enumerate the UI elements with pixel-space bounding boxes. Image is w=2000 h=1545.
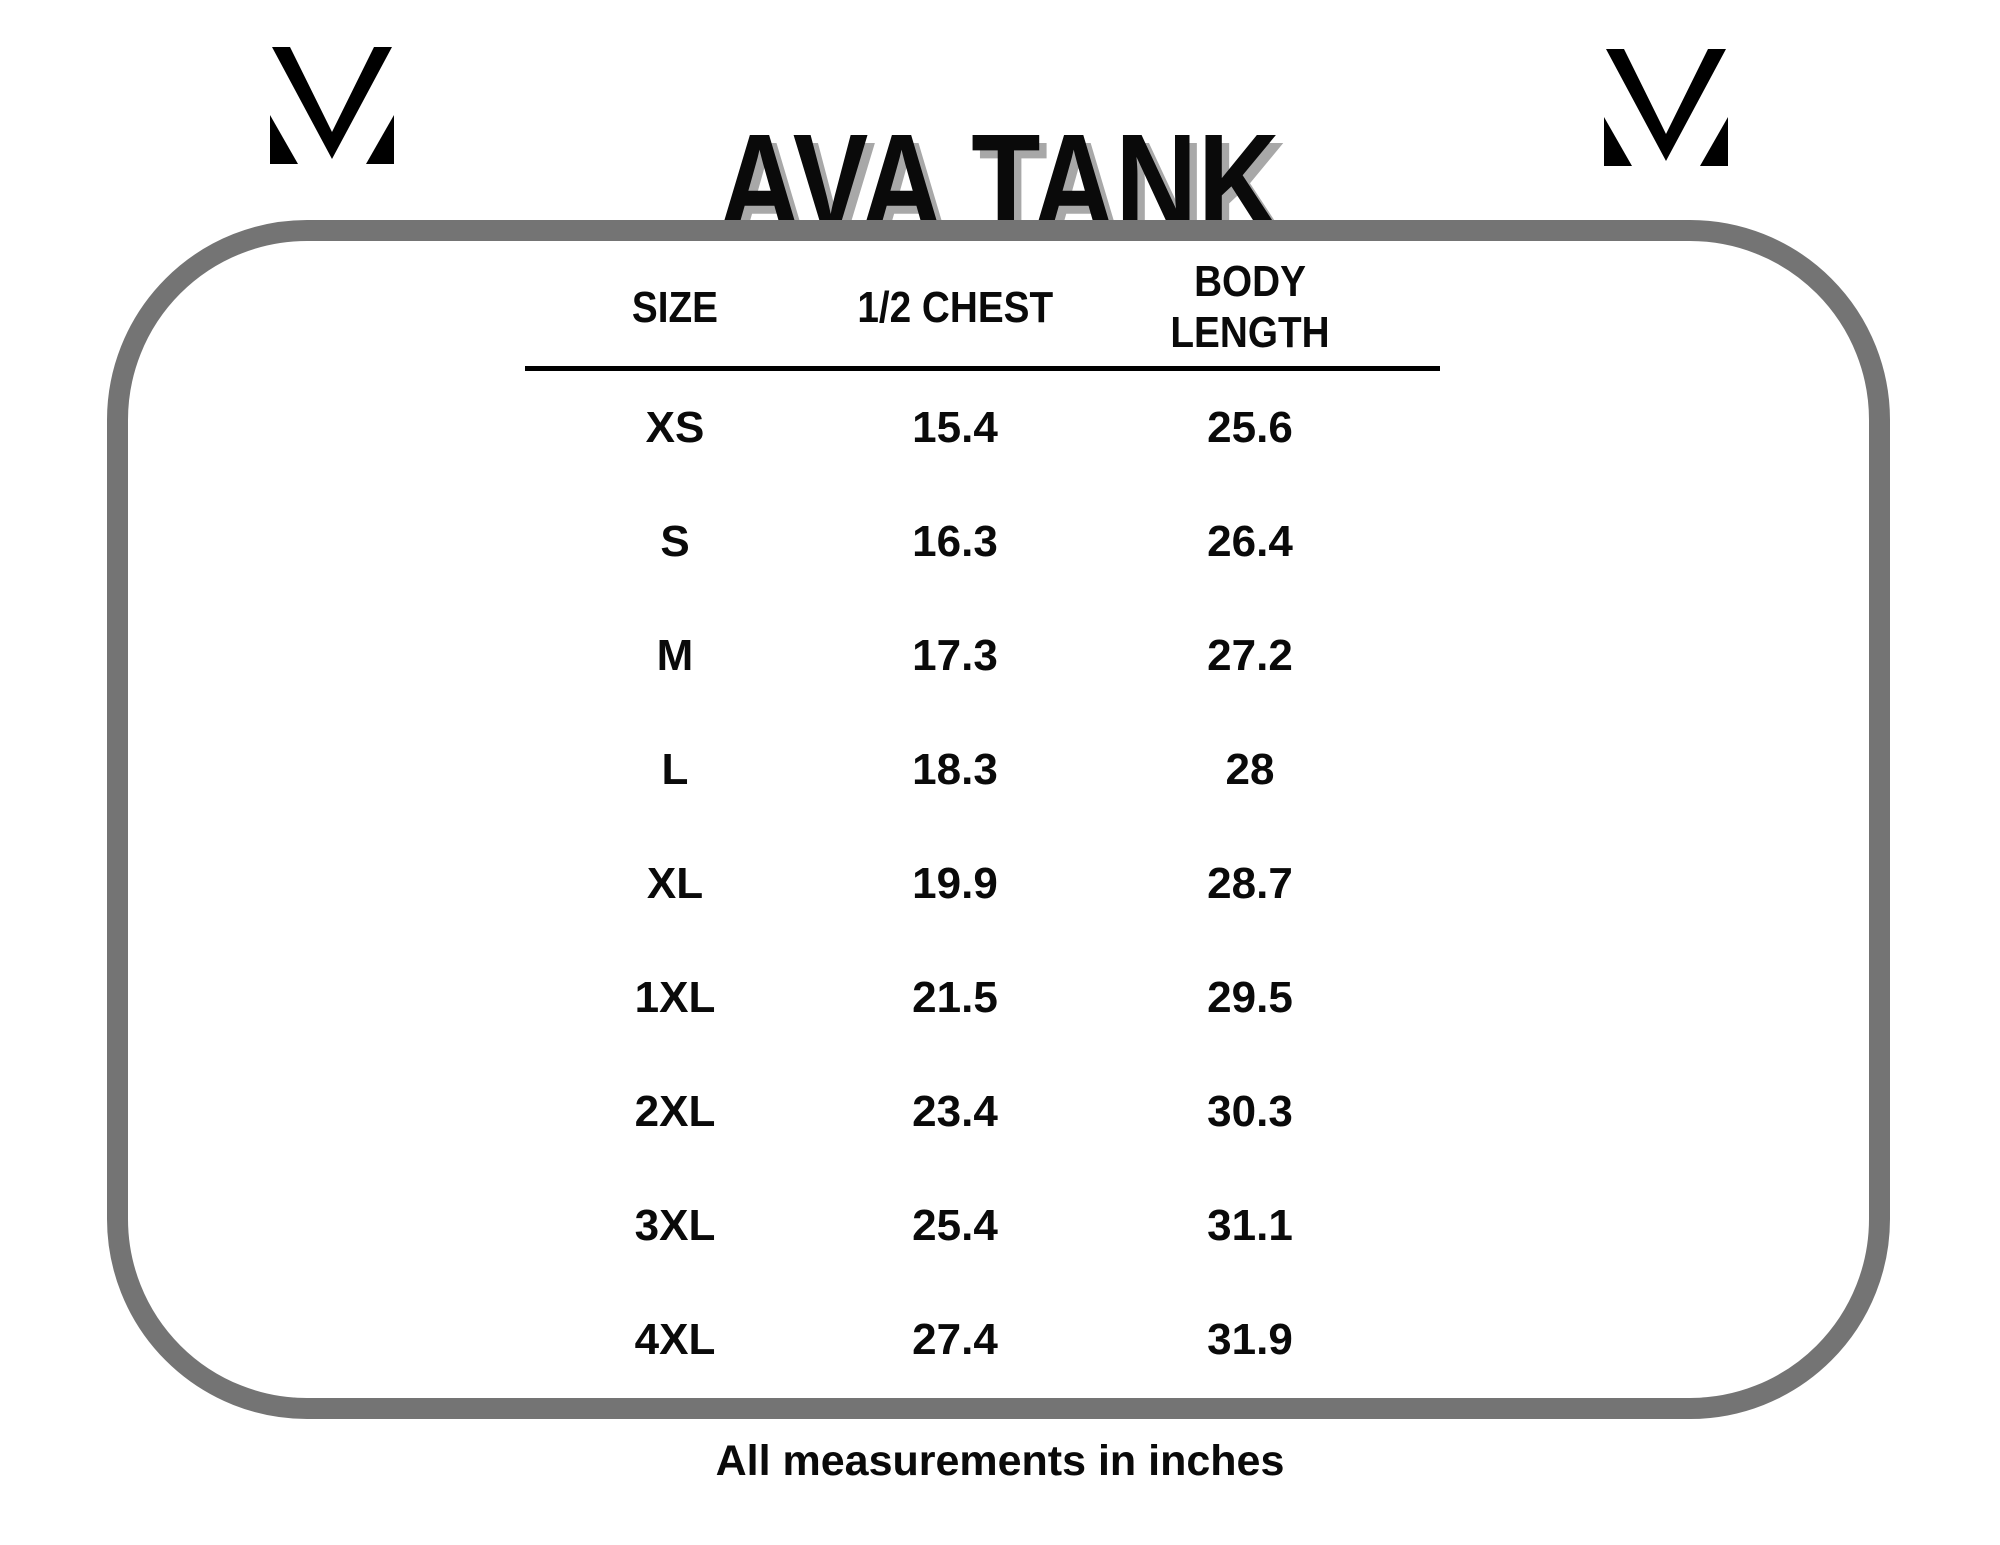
half-chest-cell: 23.4 [912,1087,998,1136]
footnote: All measurements in inches [715,1437,1285,1485]
half-chest-cell: 27.4 [912,1315,998,1364]
size-cell: XL [646,859,704,908]
half-chest-cell: 18.3 [912,745,998,794]
column-header-half-chest: 1/2 CHEST [857,282,1053,332]
half-chest-cell: 25.4 [912,1201,998,1250]
table-row: 3XL 25.4 31.1 [525,1169,1440,1283]
column-header-size: SIZE [631,282,719,332]
size-cell: 1XL [634,973,716,1022]
body-length-cell: 31.9 [1207,1315,1293,1364]
table-row: L 18.3 28 [525,713,1440,827]
body-length-cell: 25.6 [1207,403,1293,452]
table-body: XS 15.4 25.6 S 16.3 26.4 M 17.3 27.2 L 18.3 28 XL 19.… [525,371,1440,1397]
size-table-header: SIZE 1/2 CHEST BODY LENGTH [525,252,1440,364]
size-chart-frame [107,220,1890,1419]
table-row: S 16.3 26.4 [525,485,1440,599]
size-cell: XS [645,403,705,452]
body-length-cell: 31.1 [1207,1201,1293,1250]
size-cell: 4XL [634,1315,716,1364]
size-cell: M [656,631,694,680]
table-row: 1XL 21.5 29.5 [525,941,1440,1055]
body-length-cell: 27.2 [1207,631,1293,680]
table-row: 4XL 27.4 31.9 [525,1283,1440,1397]
column-header-body-length: BODY LENGTH [1170,257,1330,357]
size-cell: 3XL [634,1201,716,1250]
half-chest-cell: 21.5 [912,973,998,1022]
table-header-rule [525,366,1440,371]
size-cell: L [661,745,689,794]
half-chest-cell: 17.3 [912,631,998,680]
brand-logo-right m-logo-icon [1604,49,1728,166]
half-chest-cell: 15.4 [912,403,998,452]
body-length-cell: 30.3 [1207,1087,1293,1136]
table-row: M 17.3 27.2 [525,599,1440,713]
table-row: XS 15.4 25.6 [525,371,1440,485]
size-cell: 2XL [634,1087,716,1136]
brand-logo-left m-logo-icon [270,47,394,164]
body-length-cell: 26.4 [1207,517,1293,566]
table-row: XL 19.9 28.7 [525,827,1440,941]
half-chest-cell: 19.9 [912,859,998,908]
body-length-cell: 29.5 [1207,973,1293,1022]
size-cell: S [660,517,690,566]
body-length-cell: 28.7 [1207,859,1293,908]
half-chest-cell: 16.3 [912,517,998,566]
table-row: 2XL 23.4 30.3 [525,1055,1440,1169]
body-length-cell: 28 [1225,745,1275,794]
